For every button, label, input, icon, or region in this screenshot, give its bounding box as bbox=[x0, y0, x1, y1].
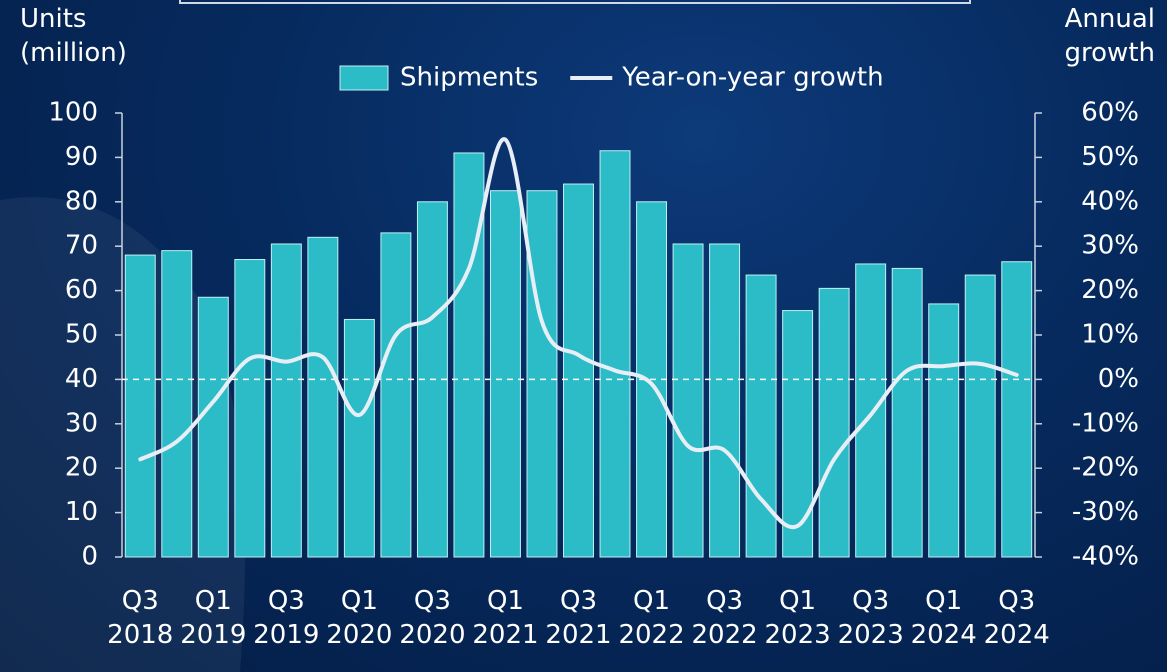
x-tick-label: Q1 2022 bbox=[618, 586, 685, 650]
bar bbox=[709, 243, 741, 558]
y2-tick-label: -40% bbox=[1072, 542, 1139, 572]
y-tick-label: 10 bbox=[65, 497, 98, 527]
x-tick-label: Q3 2024 bbox=[983, 586, 1050, 650]
y-tick-label: 90 bbox=[65, 142, 98, 172]
y2-tick-label: 30% bbox=[1081, 231, 1139, 261]
y2-tick-label: 10% bbox=[1081, 320, 1139, 350]
x-tick-label: Q1 2021 bbox=[472, 586, 539, 650]
legend-label: Year-on-year growth bbox=[621, 63, 883, 93]
x-tick-label: Q3 2021 bbox=[545, 586, 612, 650]
legend-label: Shipments bbox=[400, 63, 538, 93]
y-tick-label: 40 bbox=[65, 364, 98, 394]
x-tick-label: Q3 2022 bbox=[691, 586, 758, 650]
bar bbox=[343, 318, 375, 558]
y2-tick-label: -30% bbox=[1072, 497, 1139, 527]
y-tick-label: 50 bbox=[65, 320, 98, 350]
bar bbox=[745, 274, 777, 558]
x-tick-label: Q3 2019 bbox=[253, 586, 320, 650]
y2-tick-label: -10% bbox=[1072, 408, 1139, 438]
x-tick-label: Q3 2020 bbox=[399, 586, 466, 650]
y2-tick-label: 60% bbox=[1081, 98, 1139, 128]
bar bbox=[928, 303, 960, 558]
x-tick-label: Q1 2023 bbox=[764, 586, 831, 650]
bar bbox=[234, 259, 266, 558]
x-tick-label: Q1 2020 bbox=[326, 586, 393, 650]
y-tick-label: 70 bbox=[65, 231, 98, 261]
y-tick-label: 20 bbox=[65, 453, 98, 483]
growth-line bbox=[138, 137, 1019, 530]
bar bbox=[161, 250, 193, 558]
bar bbox=[270, 243, 302, 558]
bar bbox=[855, 263, 887, 558]
x-tick-label: Q1 2019 bbox=[180, 586, 247, 650]
y-tick-label: 30 bbox=[65, 408, 98, 438]
bar bbox=[964, 274, 996, 558]
bar bbox=[124, 254, 156, 558]
bar bbox=[453, 152, 485, 558]
x-tick-label: Q3 2018 bbox=[107, 586, 174, 650]
bar bbox=[782, 310, 814, 558]
bar bbox=[599, 150, 631, 558]
bar bbox=[526, 190, 558, 558]
y2-tick-label: 20% bbox=[1081, 275, 1139, 305]
x-tick-label: Q3 2023 bbox=[837, 586, 904, 650]
y2-axis-title: Annual growth bbox=[1064, 4, 1155, 68]
y2-tick-label: -20% bbox=[1072, 453, 1139, 483]
y-tick-label: 80 bbox=[65, 186, 98, 216]
bar bbox=[563, 183, 594, 558]
y-tick-label: 0 bbox=[81, 542, 98, 572]
bar bbox=[672, 243, 704, 558]
x-tick-label: Q1 2024 bbox=[910, 586, 977, 650]
bar bbox=[1001, 261, 1033, 558]
y-tick-label: 60 bbox=[65, 275, 98, 305]
y-axis-title: Units (million) bbox=[20, 4, 127, 68]
title-box bbox=[179, 0, 971, 4]
bar bbox=[489, 190, 521, 558]
bar bbox=[197, 296, 229, 558]
y2-tick-label: 40% bbox=[1081, 186, 1139, 216]
bar bbox=[891, 267, 923, 558]
legend-swatch bbox=[339, 65, 389, 91]
y2-tick-label: 0% bbox=[1098, 364, 1139, 394]
bar bbox=[307, 236, 339, 558]
bar bbox=[380, 232, 412, 558]
bar bbox=[818, 287, 850, 558]
y2-tick-label: 50% bbox=[1081, 142, 1139, 172]
y-tick-label: 100 bbox=[48, 98, 98, 128]
